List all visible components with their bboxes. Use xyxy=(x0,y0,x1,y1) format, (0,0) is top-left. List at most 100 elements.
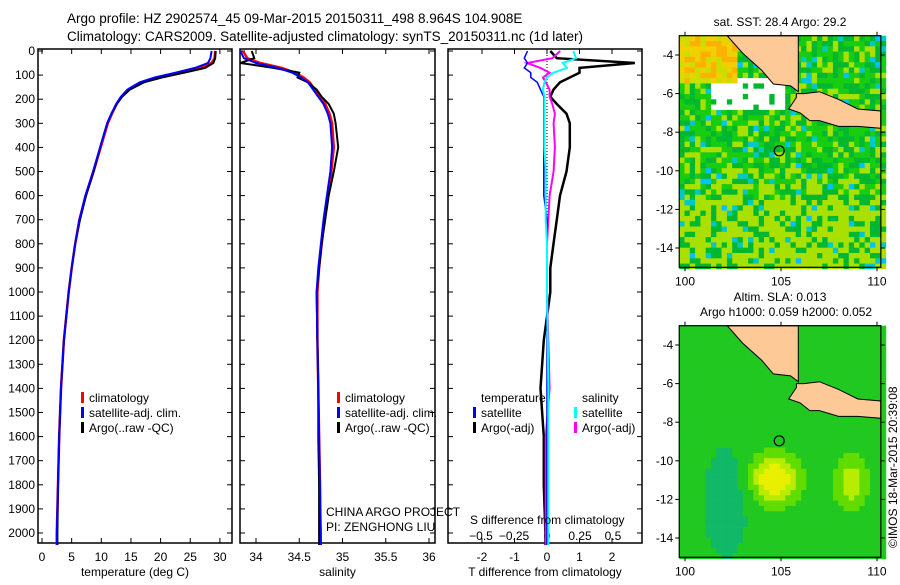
map-cell xyxy=(774,221,781,227)
map-cell xyxy=(684,184,691,190)
map-cell xyxy=(732,168,738,174)
map-cell xyxy=(705,553,712,560)
map-cell xyxy=(827,162,834,169)
map-cell xyxy=(732,104,738,111)
map-cell xyxy=(748,384,754,390)
map-cell xyxy=(716,184,722,190)
map-cell xyxy=(864,184,871,190)
map-cell xyxy=(790,426,797,432)
map-cell xyxy=(748,373,754,379)
map-cell xyxy=(785,94,791,100)
map-cell xyxy=(785,490,791,496)
map-cell xyxy=(875,168,881,174)
map-cell xyxy=(769,125,775,132)
map-cell xyxy=(854,389,860,395)
map-cell xyxy=(817,495,823,501)
map-cell xyxy=(838,421,844,427)
map-cell xyxy=(769,205,775,211)
map-cell xyxy=(880,141,887,148)
map-cell xyxy=(758,384,765,390)
x-tick-label: 5 xyxy=(68,550,75,564)
map-cell xyxy=(689,479,696,485)
map-cell xyxy=(880,104,887,111)
title-line2: Climatology: CARS2009. Satellite-adjuste… xyxy=(67,29,583,44)
x-axis-label: temperature (deg C) xyxy=(81,565,189,579)
map-cell xyxy=(806,325,812,332)
map-cell xyxy=(785,537,791,544)
map-cell xyxy=(843,56,850,63)
map-cell xyxy=(753,99,759,105)
map-cell xyxy=(774,516,781,523)
map-cell xyxy=(711,226,717,233)
map-cell xyxy=(732,543,738,549)
map-cell xyxy=(716,104,722,111)
map-cell xyxy=(695,88,701,95)
map-cell xyxy=(875,490,881,496)
map-cell xyxy=(721,247,728,254)
y-tick-label: 1400 xyxy=(8,381,35,395)
map-cell xyxy=(705,173,712,180)
map-cell xyxy=(742,94,749,100)
map-cell xyxy=(679,331,685,337)
map-cell xyxy=(864,173,871,180)
map-cell xyxy=(748,505,754,512)
map-cell xyxy=(801,553,807,560)
legend-swatch xyxy=(574,407,577,418)
map-cell xyxy=(806,548,812,554)
map-cell xyxy=(806,194,812,201)
map-cell xyxy=(822,474,828,480)
map-cell xyxy=(716,194,722,201)
map-cell xyxy=(859,41,865,47)
map-cell xyxy=(785,210,791,217)
map-cell xyxy=(748,194,754,201)
map-cell xyxy=(684,463,691,470)
map-cell xyxy=(711,410,717,417)
map-cell xyxy=(758,104,765,111)
map-cell xyxy=(832,331,839,337)
map-cell xyxy=(758,452,765,459)
map-cell xyxy=(838,553,844,560)
map-cell xyxy=(764,532,770,538)
map-cell xyxy=(843,258,850,264)
map-cell xyxy=(801,78,807,84)
map-cell xyxy=(689,346,696,353)
map-cell xyxy=(774,373,781,379)
map-cell xyxy=(726,426,733,432)
map-cell xyxy=(726,189,733,195)
map-cell xyxy=(859,215,865,222)
map-cell xyxy=(859,431,865,438)
map-cell xyxy=(711,421,717,427)
map-cell xyxy=(753,210,759,217)
map-cell xyxy=(737,463,744,470)
map-cell xyxy=(679,221,685,227)
map-cell xyxy=(764,115,770,121)
map-cell xyxy=(843,442,850,448)
map-cell xyxy=(716,521,722,528)
map-cell xyxy=(726,242,733,248)
map-cell xyxy=(827,178,834,185)
map-cell xyxy=(721,67,728,74)
map-cell xyxy=(705,346,712,353)
map-cell xyxy=(726,205,733,211)
map-cell xyxy=(726,341,733,348)
map-cell xyxy=(711,62,717,68)
map-cell xyxy=(700,325,706,332)
map-cell xyxy=(748,553,754,560)
map-cell xyxy=(832,325,839,332)
map-cell xyxy=(732,447,738,454)
map-cell xyxy=(822,147,828,153)
map-cell xyxy=(769,548,775,554)
map-cell xyxy=(864,426,871,432)
map-cell xyxy=(769,131,775,137)
map-cell xyxy=(726,352,733,358)
map-cell xyxy=(801,437,807,443)
map-cell xyxy=(779,258,786,264)
map-cell xyxy=(742,78,749,84)
map-cell xyxy=(705,495,712,501)
map-cell xyxy=(711,474,717,480)
map-cell xyxy=(700,394,706,401)
map-cell xyxy=(832,178,839,185)
map-cell xyxy=(864,41,871,47)
map-cell xyxy=(785,162,791,169)
y-tick-label: 1100 xyxy=(9,309,35,323)
